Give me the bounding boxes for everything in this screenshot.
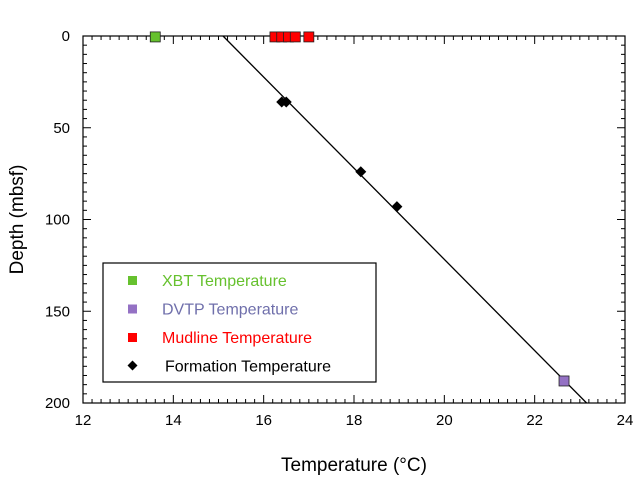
x-tick-label: 18: [346, 412, 363, 429]
y-tick-label: 50: [53, 120, 70, 137]
x-tick-label: 22: [526, 412, 543, 429]
x-tick-label: 12: [75, 412, 92, 429]
data-marks: [149, 31, 570, 387]
legend-dvtp-temperature-icon: [128, 304, 137, 314]
y-tick-label: 0: [62, 28, 70, 45]
axis-tick-labels: 12 14 16 18 20 22 24 0 50 100 150 200: [45, 28, 633, 429]
legend-formation-temperature-label: Formation Temperature: [165, 359, 331, 376]
x-axis-title: Temperature (°C): [281, 455, 427, 476]
y-tick-label: 100: [45, 212, 70, 229]
mudline-temperature-point: [289, 31, 301, 43]
formation-temperature-point: [280, 96, 292, 108]
x-tick-label: 20: [436, 412, 453, 429]
fit-line: [222, 35, 588, 404]
x-tick-label: 14: [165, 412, 182, 429]
dvtp-temperature-point: [558, 375, 570, 387]
xbt-temperature-point: [149, 31, 161, 43]
legend: XBT Temperature DVTP Temperature Mudline T…: [102, 262, 377, 383]
formation-temperature-point: [391, 201, 403, 213]
mudline-temperature-point: [303, 31, 315, 43]
y-tick-label: 200: [45, 395, 70, 412]
y-axis-title: Depth (mbsf): [7, 165, 28, 275]
axis-ticks: [82, 35, 626, 404]
x-tick-label: 24: [617, 412, 634, 429]
x-tick-label: 16: [255, 412, 272, 429]
formation-temperature-point: [355, 166, 367, 178]
legend-xbt-temperature-icon: [128, 276, 137, 285]
legend-mudline-temperature-label: Mudline Temperature: [162, 330, 312, 347]
legend-xbt-temperature-label: XBT Temperature: [162, 273, 287, 290]
legend-formation-temperature-icon: [127, 360, 138, 371]
y-tick-label: 150: [45, 303, 70, 320]
legend-dvtp-temperature-label: DVTP Temperature: [162, 302, 298, 319]
legend-box: [102, 262, 377, 383]
legend-mudline-temperature-icon: [128, 333, 137, 342]
